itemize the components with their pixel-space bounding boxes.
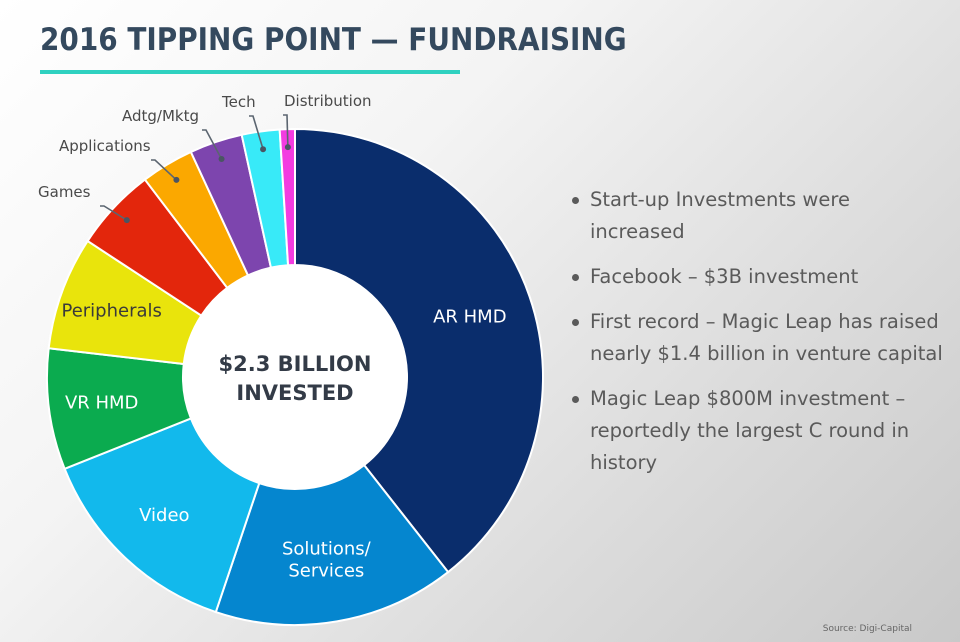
leader-line-games xyxy=(100,205,128,221)
leader-dot-distribution xyxy=(284,144,291,151)
callout-label-applications: Applications xyxy=(59,137,151,155)
source-note: Source: Digi-Capital xyxy=(822,624,912,634)
inside-labels: AR HMD Solutions/Services Video VR HMD Perip… xyxy=(61,300,506,581)
donut-slices xyxy=(46,127,544,626)
slice-label-ar-hmd: AR HMD xyxy=(433,307,506,328)
callout-label-adtg-mktg: Adtg/Mktg xyxy=(122,107,199,125)
slice-label-solutions-services: Solutions/Services xyxy=(282,538,372,581)
slice-label-vr-hmd: VR HMD xyxy=(65,393,138,414)
center-label-line-1: $2.3 BILLION xyxy=(219,352,372,376)
callout-labels: Games Applications Adtg/Mktg Tech Distributi… xyxy=(38,92,372,224)
page-title: 2016 TIPPING POINT — FUNDRAISING xyxy=(40,22,627,58)
title-underline xyxy=(40,70,460,74)
leader-line-applications xyxy=(151,159,177,181)
slice-label-peripherals: Peripherals xyxy=(61,300,161,321)
callout-label-distribution: Distribution xyxy=(284,92,372,110)
leader-dot-adtg-mktg xyxy=(218,156,225,163)
leader-line-tech xyxy=(249,115,264,150)
bullet-list: Start-up Investments were increased Face… xyxy=(570,184,950,492)
bullet-item: First record – Magic Leap has raised nea… xyxy=(570,306,950,370)
leader-line-adtg-mktg xyxy=(202,129,223,160)
callout-label-games: Games xyxy=(38,183,91,201)
center-label-line-2: INVESTED xyxy=(236,381,353,405)
leader-dot-games xyxy=(123,217,130,224)
bullet-item: Start-up Investments were increased xyxy=(570,184,950,248)
donut-hole xyxy=(183,265,407,489)
slice-label-video: Video xyxy=(139,505,189,526)
bullet-item: Facebook – $3B investment xyxy=(570,261,950,293)
callout-label-tech: Tech xyxy=(221,93,256,111)
leader-line-distribution xyxy=(283,114,289,148)
leader-dot-tech xyxy=(260,146,267,153)
leader-dot-applications xyxy=(173,176,180,183)
bullet-item: Magic Leap $800M investment – reportedly… xyxy=(570,383,950,479)
